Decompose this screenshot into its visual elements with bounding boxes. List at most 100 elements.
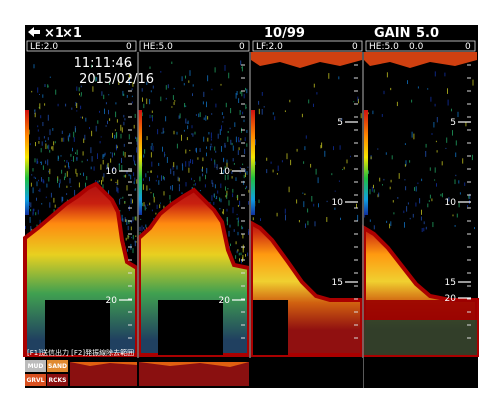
- noise-dot: [133, 172, 135, 177]
- noise-dot: [152, 85, 154, 89]
- noise-dot: [170, 185, 172, 190]
- noise-dot: [224, 145, 226, 148]
- noise-dot: [132, 82, 134, 87]
- clock-date: 2015/02/16: [79, 72, 154, 87]
- noise-dot: [428, 200, 430, 202]
- noise-dot: [130, 169, 132, 171]
- noise-dot: [220, 183, 222, 188]
- noise-dot: [390, 87, 392, 91]
- noise-dot: [76, 110, 78, 112]
- noise-dot: [237, 150, 239, 155]
- noise-dot: [246, 185, 248, 189]
- noise-dot: [448, 197, 450, 202]
- noise-dot: [243, 180, 245, 185]
- noise-dot: [82, 151, 84, 156]
- noise-dot: [76, 86, 78, 91]
- noise-dot: [121, 157, 122, 163]
- noise-dot: [369, 219, 371, 222]
- noise-dot: [241, 91, 243, 97]
- noise-dot: [228, 230, 230, 237]
- noise-dot: [372, 110, 374, 115]
- noise-dot: [313, 83, 315, 88]
- back-arrow-icon[interactable]: [28, 27, 40, 37]
- panel-label: LE:2.0: [30, 42, 58, 52]
- noise-dot: [34, 109, 36, 113]
- noise-dot: [115, 132, 117, 139]
- noise-dot: [80, 85, 82, 88]
- noise-dot: [204, 184, 206, 188]
- noise-dot: [36, 197, 37, 201]
- noise-dot: [254, 139, 256, 146]
- noise-dot: [202, 101, 204, 105]
- noise-dot: [403, 210, 405, 214]
- noise-dot: [117, 179, 119, 186]
- noise-dot: [233, 163, 235, 165]
- noise-dot: [205, 115, 207, 121]
- noise-dot: [32, 208, 34, 215]
- noise-dot: [36, 158, 38, 164]
- noise-dot: [66, 185, 68, 188]
- noise-dot: [133, 124, 135, 129]
- noise-dot: [284, 208, 286, 214]
- noise-dot: [445, 147, 447, 149]
- noise-dot: [339, 145, 341, 150]
- noise-dot: [33, 208, 35, 212]
- noise-dot: [467, 205, 468, 207]
- noise-dot: [134, 240, 136, 243]
- noise-dot: [198, 113, 200, 118]
- noise-dot: [334, 190, 336, 192]
- noise-dot: [176, 131, 178, 135]
- noise-dot: [130, 226, 132, 231]
- noise-dot: [131, 101, 133, 104]
- noise-dot: [45, 140, 47, 143]
- noise-dot: [434, 103, 436, 107]
- noise-dot: [412, 213, 414, 218]
- noise-dot: [207, 137, 209, 142]
- noise-dot: [28, 201, 30, 206]
- noise-dot: [49, 168, 51, 175]
- noise-dot: [128, 174, 130, 177]
- noise-dot: [316, 92, 318, 95]
- noise-dot: [230, 169, 232, 171]
- noise-dot: [162, 146, 163, 152]
- panel-value: 0: [239, 42, 245, 52]
- noise-dot: [308, 99, 310, 104]
- noise-dot: [144, 204, 146, 207]
- noise-dot: [75, 168, 77, 174]
- noise-dot: [64, 172, 66, 178]
- noise-dot: [237, 220, 239, 227]
- noise-dot: [108, 109, 109, 115]
- noise-dot: [47, 145, 49, 149]
- noise-dot: [373, 225, 375, 230]
- noise-dot: [230, 243, 231, 247]
- noise-dot: [185, 75, 186, 79]
- noise-dot: [305, 135, 307, 139]
- noise-dot: [357, 214, 359, 221]
- noise-dot: [208, 132, 210, 135]
- noise-dot: [53, 197, 55, 203]
- noise-dot: [31, 90, 33, 93]
- noise-dot: [115, 111, 117, 118]
- noise-dot: [307, 220, 309, 226]
- depth-label: 15: [445, 278, 456, 288]
- noise-dot: [207, 75, 209, 82]
- noise-dot: [45, 196, 47, 199]
- noise-dot: [276, 212, 278, 217]
- noise-dot: [64, 165, 66, 168]
- noise-dot: [211, 179, 213, 184]
- noise-dot: [135, 188, 137, 191]
- noise-dot: [125, 219, 127, 223]
- noise-dot: [104, 152, 106, 156]
- noise-dot: [178, 186, 180, 192]
- noise-dot: [228, 200, 230, 206]
- depth-label: 5: [450, 118, 456, 128]
- noise-dot: [67, 135, 69, 141]
- noise-dot: [123, 114, 125, 118]
- page-indicator: 10/99: [264, 26, 305, 41]
- noise-dot: [398, 173, 400, 179]
- noise-dot: [102, 154, 104, 159]
- panel-dividers: [137, 40, 364, 388]
- noise-dot: [240, 252, 242, 256]
- noise-dot: [415, 186, 417, 192]
- noise-dot: [353, 101, 355, 103]
